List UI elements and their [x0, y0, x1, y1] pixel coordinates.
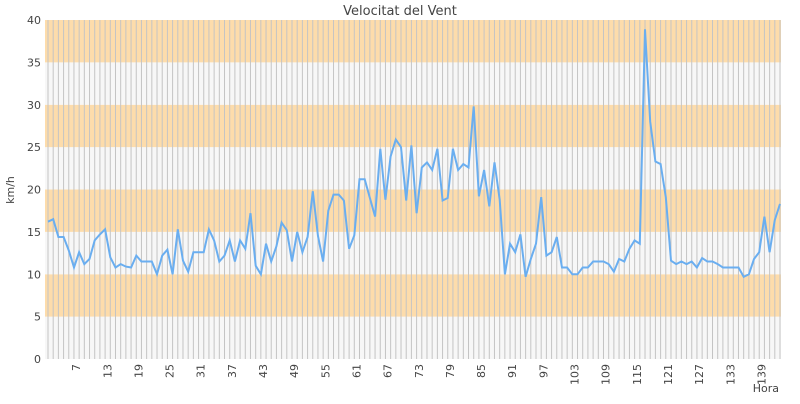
x-tick-label: 49 [288, 364, 301, 378]
x-tick-label: 61 [350, 364, 363, 378]
x-tick-label: 79 [444, 364, 457, 378]
y-tick-label: 40 [27, 14, 41, 27]
x-tick-label: 37 [226, 364, 239, 378]
x-tick-label: 121 [662, 364, 675, 385]
y-tick-label: 10 [27, 268, 41, 281]
x-tick-label: 43 [257, 364, 270, 378]
x-tick-label: 67 [382, 364, 395, 378]
y-tick-label: 5 [34, 311, 41, 324]
x-tick-label: 19 [132, 364, 145, 378]
y-tick-label: 15 [27, 226, 41, 239]
x-axis-label: Hora [753, 382, 779, 395]
series-line [47, 29, 781, 279]
y-tick-label: 0 [34, 353, 41, 366]
y-tick-label: 35 [27, 56, 41, 69]
x-tick-label: 13 [101, 364, 114, 378]
y-tick-label: 20 [27, 184, 41, 197]
x-tick-label: 85 [475, 364, 488, 378]
x-tick-label: 109 [600, 364, 613, 385]
x-tick-label: 133 [724, 364, 737, 385]
y-tick-label: 25 [27, 141, 41, 154]
x-tick-label: 73 [413, 364, 426, 378]
x-tick-label: 25 [164, 364, 177, 378]
x-tick-label: 91 [506, 364, 519, 378]
x-tick-label: 7 [70, 364, 83, 371]
y-tick-label: 30 [27, 99, 41, 112]
chart-title: Velocitat del Vent [343, 4, 457, 19]
x-tick-label: 127 [693, 364, 706, 385]
x-tick-label: 31 [195, 364, 208, 378]
x-tick-label: 55 [319, 364, 332, 378]
x-tick-label: 115 [631, 364, 644, 385]
x-tick-label: 97 [537, 364, 550, 378]
x-tick-label: 103 [569, 364, 582, 385]
x-tick-label: 139 [755, 364, 768, 385]
y-axis-label: km/h [4, 176, 17, 204]
